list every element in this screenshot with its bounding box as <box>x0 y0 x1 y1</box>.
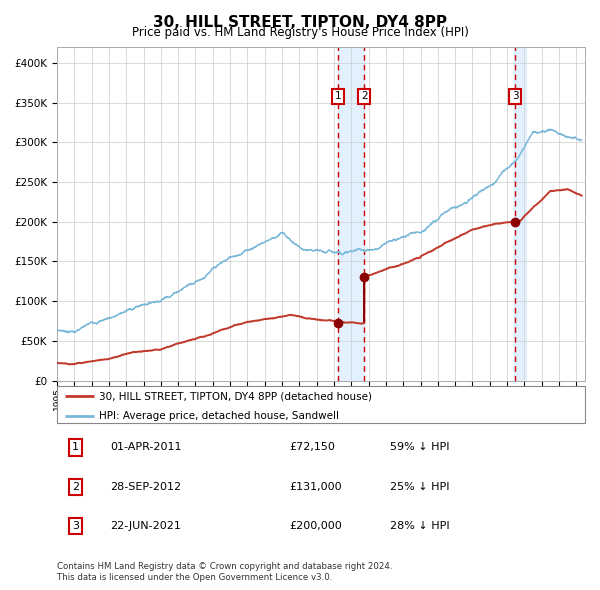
Text: 2: 2 <box>72 482 79 491</box>
Text: 22-JUN-2021: 22-JUN-2021 <box>110 521 181 531</box>
Text: Price paid vs. HM Land Registry's House Price Index (HPI): Price paid vs. HM Land Registry's House … <box>131 26 469 39</box>
Text: £200,000: £200,000 <box>289 521 342 531</box>
Text: 1: 1 <box>335 91 341 101</box>
Bar <box>338 47 364 381</box>
FancyBboxPatch shape <box>57 386 585 423</box>
Text: 25% ↓ HPI: 25% ↓ HPI <box>389 482 449 491</box>
Text: 30, HILL STREET, TIPTON, DY4 8PP (detached house): 30, HILL STREET, TIPTON, DY4 8PP (detach… <box>99 391 372 401</box>
Bar <box>514 47 526 381</box>
Text: 30, HILL STREET, TIPTON, DY4 8PP: 30, HILL STREET, TIPTON, DY4 8PP <box>153 15 447 30</box>
Text: 2: 2 <box>361 91 368 101</box>
Text: 59% ↓ HPI: 59% ↓ HPI <box>389 442 449 453</box>
Text: This data is licensed under the Open Government Licence v3.0.: This data is licensed under the Open Gov… <box>57 573 332 582</box>
Text: Contains HM Land Registry data © Crown copyright and database right 2024.: Contains HM Land Registry data © Crown c… <box>57 562 392 571</box>
Text: 3: 3 <box>72 521 79 531</box>
Text: HPI: Average price, detached house, Sandwell: HPI: Average price, detached house, Sand… <box>99 411 339 421</box>
Text: 28% ↓ HPI: 28% ↓ HPI <box>389 521 449 531</box>
Text: £72,150: £72,150 <box>289 442 335 453</box>
Text: 01-APR-2011: 01-APR-2011 <box>110 442 181 453</box>
Text: 1: 1 <box>72 442 79 453</box>
Text: 28-SEP-2012: 28-SEP-2012 <box>110 482 181 491</box>
Text: 3: 3 <box>512 91 518 101</box>
Text: £131,000: £131,000 <box>289 482 342 491</box>
